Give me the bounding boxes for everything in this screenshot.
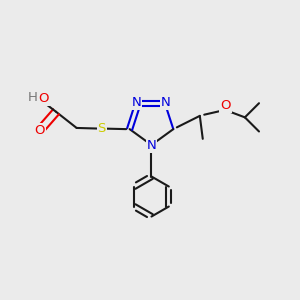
Text: O: O	[34, 124, 45, 137]
Text: N: N	[147, 139, 156, 152]
Text: N: N	[161, 96, 171, 109]
Text: H: H	[28, 91, 38, 104]
Text: N: N	[132, 96, 141, 109]
Text: O: O	[38, 92, 49, 105]
Text: S: S	[98, 122, 106, 135]
Text: O: O	[220, 99, 231, 112]
